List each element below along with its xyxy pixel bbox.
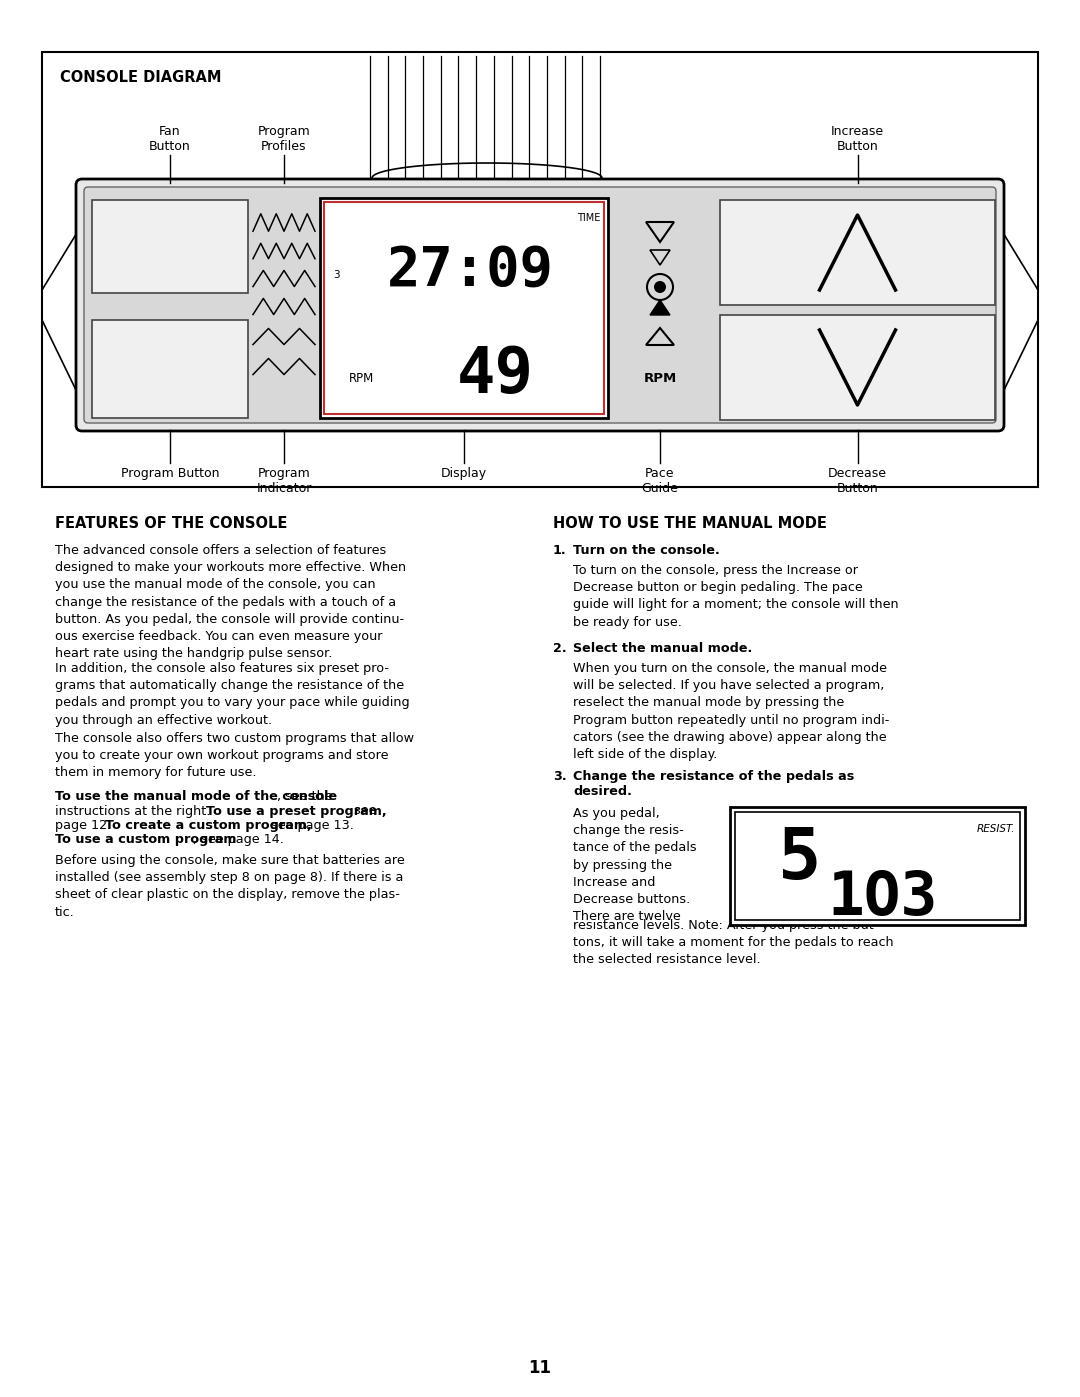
Text: As you pedal,
change the resis-
tance of the pedals
by pressing the
Increase and: As you pedal, change the resis- tance of… [573, 807, 697, 923]
Bar [324, 203, 604, 414]
Text: instructions at the right.: instructions at the right. [55, 805, 214, 817]
Text: see: see [350, 805, 377, 817]
FancyBboxPatch shape [84, 187, 996, 423]
Text: Program
Profiles: Program Profiles [258, 124, 310, 154]
Text: The console also offers two custom programs that allow
you to create your own wo: The console also offers two custom progr… [55, 732, 414, 780]
Text: To turn on the console, press the Increase or
Decrease button or begin pedaling.: To turn on the console, press the Increa… [573, 564, 899, 629]
Text: To use a custom program: To use a custom program [55, 834, 237, 847]
Text: Pace
Guide: Pace Guide [642, 467, 678, 495]
Text: FAN: FAN [153, 239, 187, 254]
Text: 3.: 3. [553, 770, 567, 782]
Bar [730, 807, 1025, 925]
Text: To create a custom program,: To create a custom program, [106, 819, 312, 833]
Bar [735, 812, 1020, 921]
Text: 2.: 2. [553, 643, 567, 655]
Bar [92, 320, 248, 418]
Text: RPM: RPM [349, 372, 375, 384]
Text: 49: 49 [457, 344, 534, 407]
Text: see page 13.: see page 13. [268, 819, 354, 833]
Bar [720, 200, 995, 305]
Text: 1.: 1. [553, 543, 567, 557]
Text: HOW TO USE THE MANUAL MODE: HOW TO USE THE MANUAL MODE [553, 515, 827, 531]
Text: TIME: TIME [577, 212, 600, 224]
Text: Turn on the console.: Turn on the console. [573, 543, 719, 557]
Text: , see the: , see the [276, 789, 333, 803]
Text: The advanced console offers a selection of features
designed to make your workou: The advanced console offers a selection … [55, 543, 406, 661]
Text: Decrease
Button: Decrease Button [828, 467, 887, 495]
Text: PROGRAM: PROGRAM [131, 362, 210, 376]
Bar [720, 314, 995, 420]
Polygon shape [650, 300, 670, 314]
Circle shape [654, 281, 666, 293]
Text: When you turn on the console, the manual mode
will be selected. If you have sele: When you turn on the console, the manual… [573, 662, 889, 761]
Text: page 12.: page 12. [55, 819, 116, 833]
Text: To use the manual mode of the console: To use the manual mode of the console [55, 789, 337, 803]
Text: Select the manual mode.: Select the manual mode. [573, 643, 753, 655]
Text: CONSOLE DIAGRAM: CONSOLE DIAGRAM [60, 70, 221, 85]
Text: 5: 5 [779, 824, 822, 894]
Text: , see page 14.: , see page 14. [193, 834, 284, 847]
Text: desired.: desired. [573, 785, 632, 798]
Bar [42, 52, 1038, 488]
Text: 11: 11 [528, 1359, 552, 1377]
Text: To use a preset program,: To use a preset program, [206, 805, 387, 817]
Text: Increase
Button: Increase Button [831, 124, 885, 154]
Bar [320, 198, 608, 418]
Text: Change the resistance of the pedals as: Change the resistance of the pedals as [573, 770, 854, 782]
Text: resistance levels. Note: After you press the but-
tons, it will take a moment fo: resistance levels. Note: After you press… [573, 919, 893, 967]
Text: Fan
Button: Fan Button [149, 124, 191, 154]
Text: In addition, the console also features six preset pro-
grams that automatically : In addition, the console also features s… [55, 662, 409, 726]
Text: FEATURES OF THE CONSOLE: FEATURES OF THE CONSOLE [55, 515, 287, 531]
Text: 1O3: 1O3 [827, 869, 937, 929]
Bar [92, 200, 248, 293]
Text: Program Button: Program Button [121, 467, 219, 481]
Text: Program
Indicator: Program Indicator [256, 467, 312, 495]
Text: 27:09: 27:09 [387, 243, 553, 296]
Text: RESIST.: RESIST. [976, 824, 1015, 834]
Text: RPM: RPM [644, 372, 677, 384]
Text: Before using the console, make sure that batteries are
installed (see assembly s: Before using the console, make sure that… [55, 854, 405, 919]
Text: 3: 3 [333, 270, 339, 279]
FancyBboxPatch shape [76, 179, 1004, 432]
Text: Display: Display [441, 467, 487, 481]
